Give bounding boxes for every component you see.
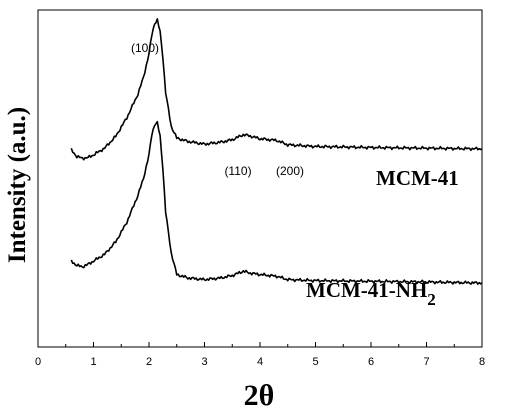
x-axis-title: 2θ <box>244 379 275 412</box>
peak-label-100: (100) <box>131 41 159 55</box>
x-tick-label: 4 <box>257 356 263 368</box>
series-group <box>70 18 483 285</box>
series-label-nh2-subscript: 2 <box>427 290 436 309</box>
x-tick-label: 6 <box>368 356 374 368</box>
x-tick-label: 5 <box>312 356 318 368</box>
x-tick-label: 1 <box>90 356 96 368</box>
x-tick-label: 7 <box>423 356 429 368</box>
x-tick-label: 8 <box>479 356 485 368</box>
series-label-mcm41: MCM-41 <box>376 166 459 190</box>
x-axis-ticks: 0 1 2 3 4 5 6 7 8 <box>35 342 485 368</box>
peak-label-110: (110) <box>224 164 251 178</box>
series-label-nh2-main: MCM-41-NH <box>306 278 427 302</box>
x-tick-label: 3 <box>201 356 207 368</box>
x-tick-label: 2 <box>146 356 152 368</box>
series-line-mcm41 <box>70 18 483 161</box>
y-axis-title: Intensity (a.u.) <box>4 107 31 263</box>
series-label-mcm41-nh2: MCM-41-NH2 <box>306 278 436 309</box>
series-line-mcm41-nh2 <box>70 120 483 285</box>
peak-label-200: (200) <box>276 164 304 178</box>
x-tick-label: 0 <box>35 356 41 368</box>
